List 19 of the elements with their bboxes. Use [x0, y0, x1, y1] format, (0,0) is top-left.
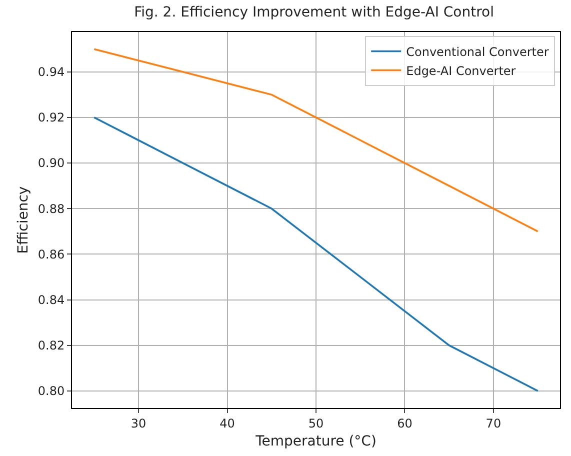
x-tick-label: 30 [130, 416, 146, 430]
y-axis-title: Efficiency [15, 186, 32, 254]
y-tick-label: 0.84 [38, 292, 65, 307]
chart-title: Fig. 2. Efficiency Improvement with Edge-AI Control [134, 4, 494, 21]
x-tick-label: 50 [308, 416, 324, 430]
y-tick-label: 0.82 [38, 338, 65, 353]
legend-label: Edge-AI Converter [406, 64, 516, 78]
x-tick-label: 70 [486, 416, 502, 430]
x-tick-label: 40 [220, 416, 235, 430]
y-tick-label: 0.80 [38, 384, 65, 398]
y-tick-label: 0.88 [38, 202, 65, 216]
y-tick-label: 0.90 [38, 156, 65, 170]
y-tick-label: 0.94 [38, 65, 65, 80]
y-tick-label: 0.86 [38, 247, 65, 262]
y-tick-label: 0.92 [38, 110, 65, 125]
x-tick-label: 60 [397, 416, 412, 430]
legend-label: Conventional Converter [406, 44, 549, 59]
x-axis-title: Temperature (°C) [254, 434, 376, 450]
line-series [93, 116, 539, 392]
